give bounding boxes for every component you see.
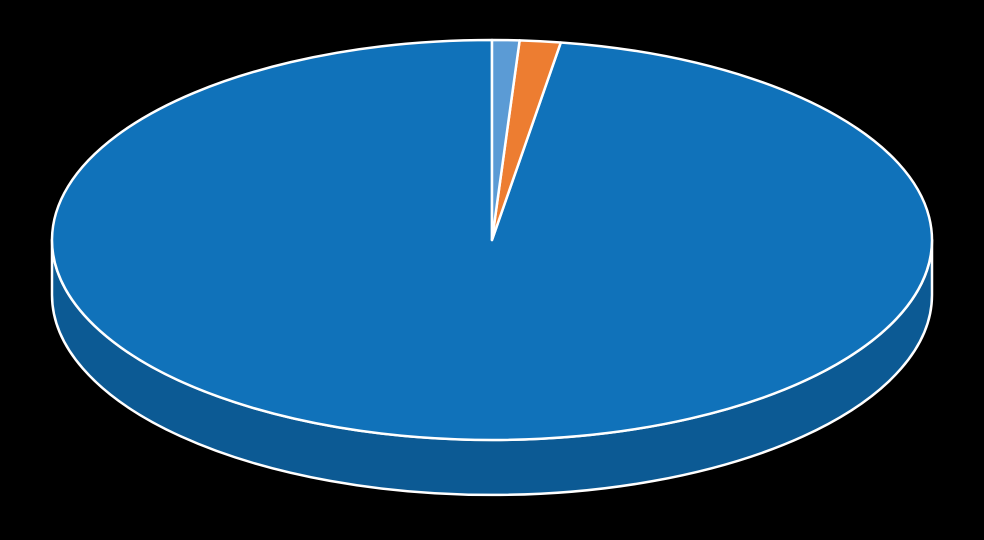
pie-3d-chart — [0, 0, 984, 540]
pie-svg — [0, 0, 984, 540]
